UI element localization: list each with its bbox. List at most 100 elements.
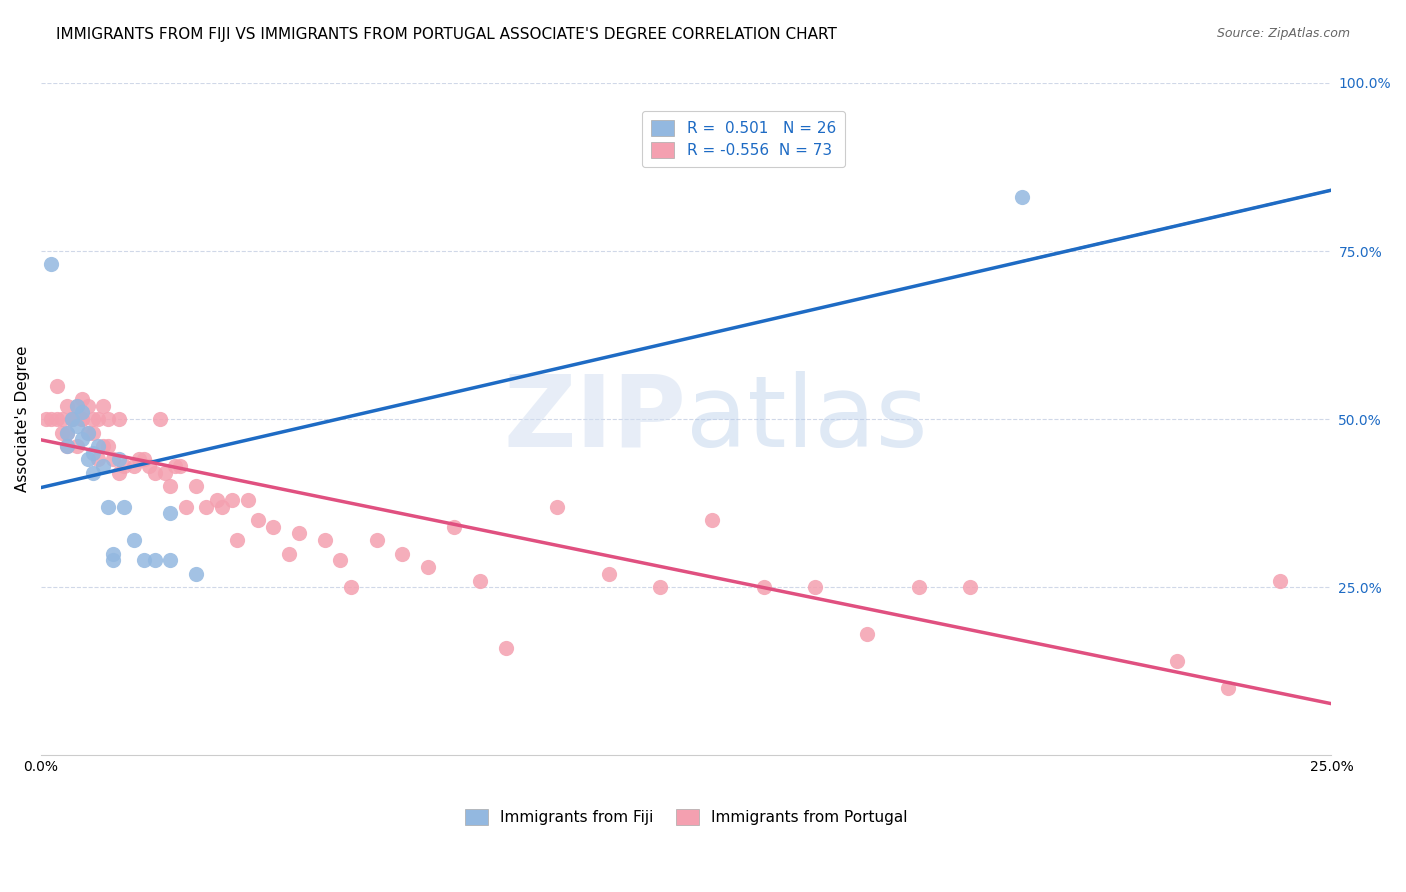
Point xyxy=(107,466,129,480)
Point xyxy=(72,405,94,419)
Point xyxy=(51,412,73,426)
Point xyxy=(107,412,129,426)
Point xyxy=(76,452,98,467)
Point xyxy=(45,378,67,392)
Point xyxy=(41,258,63,272)
Point xyxy=(107,452,129,467)
Point xyxy=(60,412,83,426)
Point xyxy=(138,459,160,474)
Point xyxy=(339,580,361,594)
Point xyxy=(35,412,58,426)
Point xyxy=(103,547,125,561)
Point xyxy=(66,439,89,453)
Point xyxy=(76,399,98,413)
Point xyxy=(82,446,104,460)
Point xyxy=(66,399,89,413)
Point xyxy=(103,452,125,467)
Point xyxy=(97,439,120,453)
Point xyxy=(56,425,79,440)
Point xyxy=(72,392,94,406)
Point xyxy=(128,452,150,467)
Point xyxy=(41,412,63,426)
Point xyxy=(91,399,114,413)
Point xyxy=(97,412,120,426)
Point xyxy=(87,452,110,467)
Point xyxy=(82,466,104,480)
Point xyxy=(60,412,83,426)
Point xyxy=(153,466,176,480)
Point xyxy=(856,627,879,641)
Point xyxy=(143,466,166,480)
Point xyxy=(159,506,181,520)
Point xyxy=(546,500,568,514)
Point xyxy=(87,439,110,453)
Point xyxy=(418,560,440,574)
Point xyxy=(236,492,259,507)
Text: atlas: atlas xyxy=(686,371,928,467)
Point xyxy=(165,459,187,474)
Point xyxy=(246,513,269,527)
Point xyxy=(76,425,98,440)
Point xyxy=(443,519,465,533)
Point xyxy=(112,459,135,474)
Text: ZIP: ZIP xyxy=(503,371,686,467)
Point xyxy=(211,500,233,514)
Point xyxy=(169,459,191,474)
Point xyxy=(804,580,827,594)
Point xyxy=(66,399,89,413)
Point xyxy=(72,412,94,426)
Point xyxy=(468,574,491,588)
Point xyxy=(72,433,94,447)
Point xyxy=(112,500,135,514)
Point xyxy=(134,452,156,467)
Point xyxy=(329,553,352,567)
Point xyxy=(205,492,228,507)
Y-axis label: Associate's Degree: Associate's Degree xyxy=(15,346,30,492)
Point xyxy=(56,425,79,440)
Point xyxy=(650,580,672,594)
Point xyxy=(51,425,73,440)
Point xyxy=(103,553,125,567)
Point xyxy=(1011,190,1033,204)
Point xyxy=(149,412,172,426)
Point xyxy=(495,640,517,655)
Point xyxy=(56,439,79,453)
Point xyxy=(598,566,620,581)
Point xyxy=(221,492,243,507)
Point xyxy=(82,412,104,426)
Point xyxy=(76,425,98,440)
Point xyxy=(366,533,388,548)
Point xyxy=(907,580,929,594)
Point xyxy=(262,519,284,533)
Point xyxy=(87,412,110,426)
Point xyxy=(134,553,156,567)
Point xyxy=(184,479,207,493)
Point xyxy=(314,533,336,548)
Point xyxy=(195,500,218,514)
Point xyxy=(174,500,197,514)
Point xyxy=(45,412,67,426)
Point xyxy=(184,566,207,581)
Point xyxy=(91,439,114,453)
Point xyxy=(72,412,94,426)
Point xyxy=(159,553,181,567)
Point xyxy=(56,399,79,413)
Point xyxy=(277,547,299,561)
Point xyxy=(122,533,145,548)
Point xyxy=(56,439,79,453)
Point xyxy=(700,513,723,527)
Point xyxy=(752,580,775,594)
Point xyxy=(122,459,145,474)
Point xyxy=(60,412,83,426)
Point xyxy=(97,500,120,514)
Text: IMMIGRANTS FROM FIJI VS IMMIGRANTS FROM PORTUGAL ASSOCIATE'S DEGREE CORRELATION : IMMIGRANTS FROM FIJI VS IMMIGRANTS FROM … xyxy=(56,27,837,42)
Point xyxy=(82,425,104,440)
Point xyxy=(143,553,166,567)
Point xyxy=(66,418,89,433)
Point xyxy=(391,547,413,561)
Point xyxy=(1218,681,1240,695)
Point xyxy=(959,580,981,594)
Point xyxy=(1166,654,1188,668)
Point xyxy=(91,459,114,474)
Point xyxy=(1268,574,1291,588)
